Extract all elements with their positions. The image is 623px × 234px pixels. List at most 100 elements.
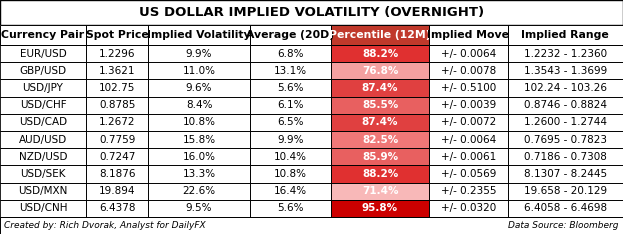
Bar bbox=[331, 45, 429, 62]
Bar bbox=[331, 97, 429, 114]
Text: 10.8%: 10.8% bbox=[183, 117, 216, 127]
Bar bbox=[86, 97, 148, 114]
Bar bbox=[0, 97, 86, 114]
Text: 1.2600 - 1.2744: 1.2600 - 1.2744 bbox=[524, 117, 607, 127]
Text: 1.3543 - 1.3699: 1.3543 - 1.3699 bbox=[524, 66, 607, 76]
Bar bbox=[508, 45, 623, 62]
Bar bbox=[148, 26, 250, 45]
Text: +/- 0.5100: +/- 0.5100 bbox=[441, 83, 496, 93]
Text: 0.7186 - 0.7308: 0.7186 - 0.7308 bbox=[524, 152, 607, 162]
Bar bbox=[331, 200, 429, 217]
Bar bbox=[429, 62, 508, 79]
Bar bbox=[508, 183, 623, 200]
Bar bbox=[331, 131, 429, 148]
Bar bbox=[429, 183, 508, 200]
Bar bbox=[508, 148, 623, 165]
Text: 8.1876: 8.1876 bbox=[99, 169, 135, 179]
Text: Implied Volatility: Implied Volatility bbox=[147, 30, 251, 40]
Text: 9.9%: 9.9% bbox=[277, 135, 303, 145]
Text: 19.894: 19.894 bbox=[99, 186, 135, 196]
Bar bbox=[331, 114, 429, 131]
Bar bbox=[86, 79, 148, 97]
Bar bbox=[508, 62, 623, 79]
Bar bbox=[429, 165, 508, 183]
Bar bbox=[331, 45, 429, 62]
Bar bbox=[250, 79, 331, 97]
Bar bbox=[86, 131, 148, 148]
Bar bbox=[331, 79, 429, 97]
Bar bbox=[250, 114, 331, 131]
Bar bbox=[0, 148, 86, 165]
Text: 88.2%: 88.2% bbox=[362, 169, 398, 179]
Bar bbox=[148, 79, 250, 97]
Bar bbox=[331, 62, 429, 79]
Text: 5.6%: 5.6% bbox=[277, 203, 303, 213]
Bar bbox=[508, 45, 623, 62]
Bar bbox=[331, 62, 429, 79]
Text: +/- 0.0061: +/- 0.0061 bbox=[441, 152, 496, 162]
Bar bbox=[429, 200, 508, 217]
Text: 87.4%: 87.4% bbox=[362, 117, 398, 127]
Text: 6.4058 - 6.4698: 6.4058 - 6.4698 bbox=[524, 203, 607, 213]
Text: USD/MXN: USD/MXN bbox=[18, 186, 68, 196]
Text: NZD/USD: NZD/USD bbox=[19, 152, 67, 162]
Bar bbox=[331, 131, 429, 148]
Text: 10.8%: 10.8% bbox=[274, 169, 307, 179]
Bar bbox=[148, 200, 250, 217]
Text: US DOLLAR IMPLIED VOLATILITY (OVERNIGHT): US DOLLAR IMPLIED VOLATILITY (OVERNIGHT) bbox=[139, 6, 484, 19]
Bar bbox=[508, 97, 623, 114]
Text: 13.1%: 13.1% bbox=[273, 66, 307, 76]
Text: 102.24 - 103.26: 102.24 - 103.26 bbox=[524, 83, 607, 93]
Bar bbox=[429, 79, 508, 97]
Bar bbox=[0, 45, 86, 62]
Text: Average (20D): Average (20D) bbox=[246, 30, 335, 40]
Text: 9.5%: 9.5% bbox=[186, 203, 212, 213]
Bar bbox=[148, 45, 250, 62]
Bar bbox=[0, 62, 86, 79]
Text: +/- 0.2355: +/- 0.2355 bbox=[440, 186, 497, 196]
Text: 1.2672: 1.2672 bbox=[99, 117, 135, 127]
Bar bbox=[148, 148, 250, 165]
Bar bbox=[250, 148, 331, 165]
Text: 16.4%: 16.4% bbox=[273, 186, 307, 196]
Bar bbox=[331, 183, 429, 200]
Bar bbox=[429, 131, 508, 148]
Bar bbox=[0, 216, 623, 234]
Bar bbox=[429, 45, 508, 62]
Bar bbox=[0, 79, 86, 97]
Text: 1.2232 - 1.2360: 1.2232 - 1.2360 bbox=[524, 49, 607, 58]
Bar bbox=[0, 97, 86, 114]
Bar bbox=[0, 79, 86, 97]
Bar bbox=[508, 148, 623, 165]
Bar bbox=[0, 45, 86, 62]
Bar bbox=[250, 183, 331, 200]
Bar bbox=[508, 114, 623, 131]
Bar bbox=[0, 131, 86, 148]
Bar bbox=[429, 165, 508, 183]
Bar bbox=[250, 131, 331, 148]
Bar bbox=[0, 62, 86, 79]
Text: 8.1307 - 8.2445: 8.1307 - 8.2445 bbox=[524, 169, 607, 179]
Text: +/- 0.0072: +/- 0.0072 bbox=[441, 117, 496, 127]
Bar bbox=[429, 114, 508, 131]
Text: 9.9%: 9.9% bbox=[186, 49, 212, 58]
Text: +/- 0.0078: +/- 0.0078 bbox=[441, 66, 496, 76]
Bar bbox=[508, 79, 623, 97]
Bar bbox=[250, 97, 331, 114]
Bar bbox=[0, 0, 623, 26]
Bar bbox=[86, 62, 148, 79]
Bar bbox=[0, 114, 86, 131]
Bar bbox=[508, 131, 623, 148]
Bar bbox=[508, 114, 623, 131]
Bar bbox=[508, 26, 623, 45]
Bar bbox=[86, 97, 148, 114]
Text: +/- 0.0320: +/- 0.0320 bbox=[441, 203, 496, 213]
Text: USD/JPY: USD/JPY bbox=[22, 83, 64, 93]
Bar bbox=[86, 165, 148, 183]
Bar bbox=[331, 148, 429, 165]
Bar bbox=[429, 183, 508, 200]
Bar bbox=[250, 148, 331, 165]
Text: 5.6%: 5.6% bbox=[277, 83, 303, 93]
Text: Currency Pair: Currency Pair bbox=[1, 30, 85, 40]
Text: AUD/USD: AUD/USD bbox=[19, 135, 67, 145]
